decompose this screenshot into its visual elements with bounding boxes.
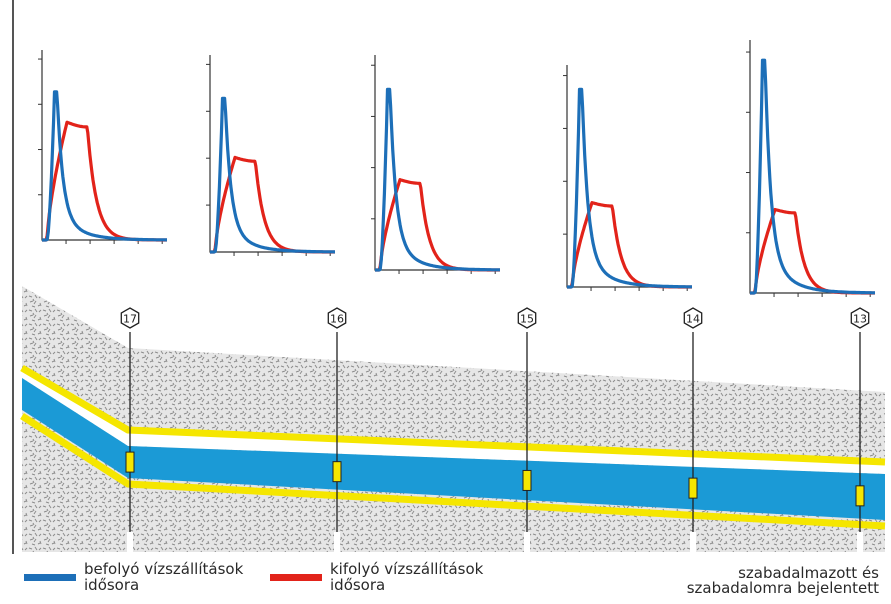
hydrograph-chart-15 <box>371 55 500 274</box>
inflow-series <box>567 89 692 287</box>
river-cross-section: 17 16 15 14 13 <box>22 286 885 554</box>
inflow-series <box>750 60 875 293</box>
station-label: 16 <box>330 313 344 326</box>
station-label: 13 <box>853 313 867 326</box>
hydrograph-chart-13 <box>746 40 875 297</box>
pole-gap <box>127 532 133 554</box>
outflow-series <box>375 180 500 270</box>
hydrograph-chart-16 <box>206 55 335 256</box>
station-label: 15 <box>520 313 534 326</box>
pole-gap <box>690 532 696 554</box>
legend-outflow: kifolyó vízszállítások idősora <box>270 561 483 601</box>
station-label: 17 <box>123 313 137 326</box>
pole-gap <box>857 532 863 554</box>
gate-marker <box>333 462 341 482</box>
pole-gap <box>524 532 530 554</box>
outflow-series <box>750 210 875 294</box>
outflow-legend-label: kifolyó vízszállítások idősora <box>330 561 483 593</box>
outflow-legend-swatch <box>270 574 322 581</box>
gate-marker <box>856 486 864 506</box>
pole-gap <box>334 532 340 554</box>
gate-marker <box>689 478 697 498</box>
patent-note: szabadalmazott és szabadalomra bejelente… <box>649 566 879 596</box>
hydrograph-charts <box>38 40 875 297</box>
legend-inflow: befolyó vízszállítások idősora <box>24 561 243 601</box>
gate-marker <box>523 470 531 490</box>
station-label: 14 <box>686 313 700 326</box>
inflow-legend-swatch <box>24 574 76 581</box>
hydrograph-chart-17 <box>38 50 167 244</box>
inflow-series <box>375 89 500 270</box>
gate-marker <box>126 452 134 472</box>
outflow-series <box>567 203 692 287</box>
inflow-series <box>210 98 335 252</box>
inflow-series <box>42 92 167 240</box>
inflow-legend-label: befolyó vízszállítások idősora <box>84 561 243 593</box>
hydrograph-chart-14 <box>563 65 692 291</box>
